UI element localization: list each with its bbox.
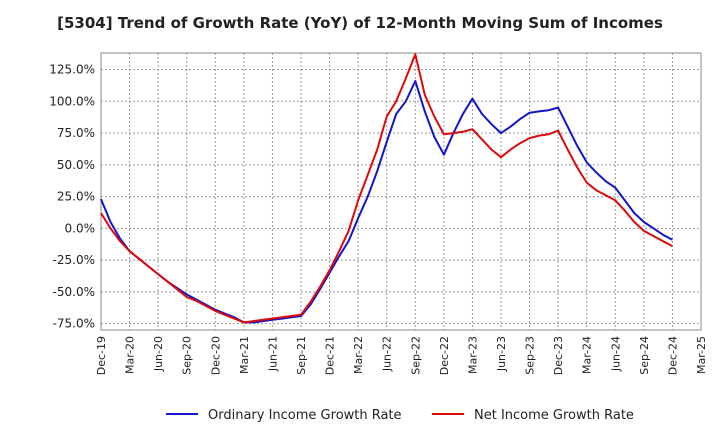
x-tick-label: Sep-22: [409, 336, 422, 375]
x-tick-label: Sep-21: [295, 336, 308, 375]
x-tick-label: Jun-24: [609, 336, 622, 372]
x-tick-label: Mar-22: [352, 336, 365, 374]
x-tick-label: Dec-20: [209, 336, 222, 375]
x-tick-label: Dec-24: [666, 336, 679, 375]
x-tick-label: Jun-23: [495, 336, 508, 372]
y-tick-label: -25.0%: [53, 253, 95, 267]
x-tick-label: Mar-23: [466, 336, 479, 374]
x-tick-label: Jun-22: [381, 336, 394, 372]
legend: Ordinary Income Growth Rate Net Income Gr…: [166, 408, 634, 423]
y-tick-label: 125.0%: [49, 63, 95, 77]
legend-label: Net Income Growth Rate: [474, 408, 634, 423]
grid-layer: [100, 53, 702, 330]
chart-title: [5304] Trend of Growth Rate (YoY) of 12-…: [57, 14, 663, 32]
x-tick-label: Dec-21: [324, 336, 337, 375]
x-tick-label: Mar-25: [695, 336, 708, 374]
x-tick-label: Jun-20: [152, 336, 165, 372]
plot-frame: [100, 52, 702, 331]
y-tick-label: 75.0%: [57, 126, 95, 140]
y-tick-label: 100.0%: [49, 94, 95, 108]
series-line-ordinary-income: [100, 80, 673, 324]
x-axis-ticks: Dec-19 Mar-20 Jun-20 Sep-20 Dec-20 Mar-21 Jun-…: [95, 336, 708, 375]
x-tick-label: Sep-24: [638, 336, 651, 375]
x-tick-label: Sep-23: [524, 336, 537, 375]
x-tick-label: Mar-24: [581, 336, 594, 374]
legend-label: Ordinary Income Growth Rate: [208, 408, 402, 423]
x-tick-label: Sep-20: [181, 336, 194, 375]
series-line-net-income: [100, 53, 673, 324]
series-layer: [100, 53, 673, 324]
y-axis-ticks: 125.0% 100.0% 75.0% 50.0% 25.0% 0.0% -25.0% -50…: [49, 63, 95, 331]
y-tick-label: 50.0%: [57, 158, 95, 172]
y-tick-label: -75.0%: [53, 317, 95, 331]
x-tick-label: Dec-19: [95, 336, 108, 375]
y-tick-label: 0.0%: [65, 221, 96, 235]
x-tick-label: Mar-20: [124, 336, 137, 374]
x-tick-label: Jun-21: [266, 336, 279, 372]
y-tick-label: -50.0%: [53, 285, 95, 299]
x-tick-label: Mar-21: [238, 336, 251, 374]
x-tick-label: Dec-22: [438, 336, 451, 375]
x-tick-label: Dec-23: [552, 336, 565, 375]
y-tick-label: 25.0%: [57, 190, 95, 204]
